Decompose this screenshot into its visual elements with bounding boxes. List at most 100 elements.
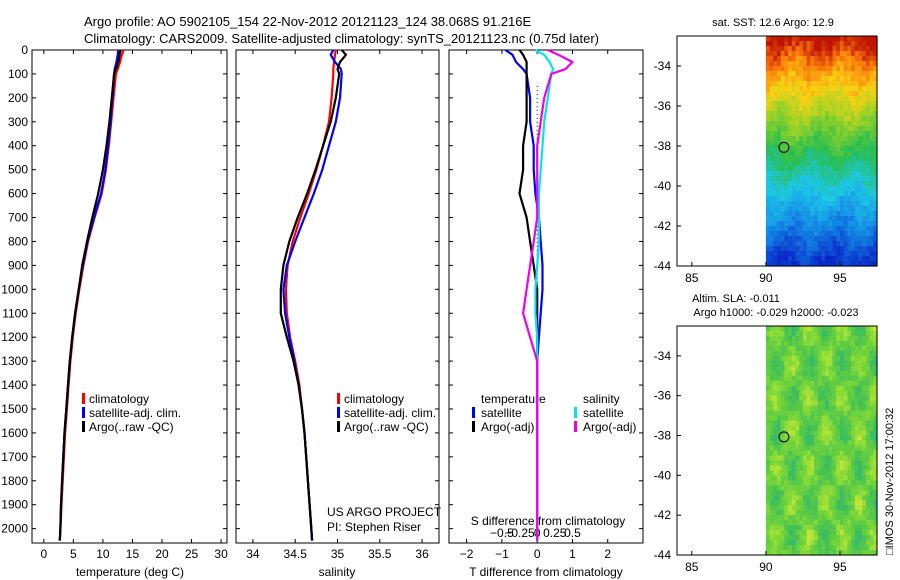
- heatmap-cell: [769, 126, 774, 132]
- series-line-argo-raw-qc-: [58, 49, 122, 541]
- heatmap-cell: [817, 530, 823, 536]
- heatmap-cell: [836, 116, 841, 122]
- heatmap-cell: [817, 176, 823, 182]
- heatmap-cell: [869, 545, 874, 551]
- heatmap-cell: [828, 191, 834, 197]
- heatmap-cell: [854, 345, 860, 352]
- heatmap-cell: [869, 126, 874, 132]
- heatmap-cell: [769, 326, 774, 332]
- heatmap-cell: [865, 146, 871, 152]
- heatmap-cell: [791, 455, 797, 462]
- heatmap-cell: [780, 350, 785, 357]
- heatmap-cell: [788, 415, 793, 422]
- heatmap-cell: [791, 236, 797, 242]
- heatmap-cell: [873, 51, 878, 57]
- heatmap-cell: [873, 86, 878, 92]
- heatmap-cell: [802, 206, 808, 212]
- heatmap-cell: [799, 176, 804, 182]
- heatmap-cell: [769, 535, 774, 541]
- heatmap-cell: [869, 136, 874, 142]
- heatmap-cell: [777, 330, 782, 337]
- heatmap-cell: [862, 380, 867, 387]
- heatmap-cell: [788, 445, 793, 452]
- heatmap-cell: [862, 485, 867, 491]
- heatmap-cell: [851, 385, 856, 392]
- heatmap-cell: [817, 540, 823, 546]
- heatmap-cell: [802, 151, 808, 157]
- heatmap-cell: [802, 530, 808, 536]
- s-tick-label: 0.5: [564, 526, 581, 540]
- heatmap-cell: [799, 326, 804, 332]
- heatmap-cell: [814, 236, 819, 242]
- heatmap-cell: [773, 46, 778, 52]
- heatmap-cell: [858, 450, 863, 457]
- heatmap-cell: [851, 176, 856, 182]
- heatmap-cell: [765, 500, 771, 506]
- heatmap-cell: [810, 380, 815, 387]
- heatmap-cell: [806, 36, 811, 42]
- heatmap-cell: [791, 375, 797, 382]
- heatmap-cell: [810, 46, 815, 52]
- heatmap-cell: [810, 161, 815, 167]
- heatmap-cell: [769, 51, 774, 57]
- heatmap-cell: [839, 385, 845, 392]
- heatmap-cell: [839, 445, 845, 452]
- heatmap-cell: [765, 515, 771, 521]
- legend-header-temperature: temperature: [481, 392, 546, 406]
- heatmap-cell: [795, 196, 800, 202]
- heatmap-cell: [806, 246, 811, 252]
- heatmap-cell: [854, 81, 860, 87]
- heatmap-cell: [873, 91, 878, 97]
- heatmap-cell: [806, 106, 811, 112]
- heatmap-cell: [817, 475, 823, 481]
- heatmap-cell: [836, 91, 841, 97]
- heatmap-cell: [862, 445, 867, 452]
- heatmap-cell: [780, 515, 785, 521]
- heatmap-cell: [769, 495, 774, 501]
- heatmap-cell: [791, 480, 797, 486]
- heatmap-cell: [843, 246, 848, 252]
- heatmap-cell: [832, 231, 837, 237]
- heatmap-cell: [817, 101, 823, 107]
- heatmap-cell: [814, 370, 819, 377]
- heatmap-cell: [825, 440, 830, 447]
- heatmap-cell: [817, 365, 823, 372]
- heatmap-cell: [847, 450, 852, 457]
- heatmap-cell: [862, 326, 867, 332]
- heatmap-cell: [839, 540, 845, 546]
- heatmap-cell: [765, 365, 771, 372]
- heatmap-cell: [873, 181, 878, 187]
- heatmap-cell: [821, 435, 826, 442]
- heatmap-cell: [873, 395, 878, 402]
- heatmap-cell: [810, 450, 815, 457]
- heatmap-cell: [828, 545, 834, 551]
- heatmap-cell: [799, 66, 804, 72]
- heatmap-cell: [791, 505, 797, 511]
- heatmap-cell: [854, 56, 860, 62]
- heatmap-cell: [769, 525, 774, 531]
- heatmap-cell: [821, 375, 826, 382]
- heatmap-cell: [821, 350, 826, 357]
- heatmap-cell: [825, 360, 830, 367]
- heatmap-cell: [828, 111, 834, 117]
- heatmap-cell: [836, 196, 841, 202]
- heatmap-cell: [806, 400, 811, 407]
- heatmap-cell: [873, 420, 878, 427]
- heatmap-cell: [780, 226, 785, 232]
- heatmap-cell: [825, 495, 830, 501]
- heatmap-cell: [802, 261, 808, 267]
- heatmap-cell: [862, 490, 867, 496]
- heatmap-cell: [851, 450, 856, 457]
- heatmap-cell: [802, 495, 808, 501]
- heatmap-cell: [799, 151, 804, 157]
- heatmap-cell: [765, 350, 771, 357]
- heatmap-cell: [854, 221, 860, 227]
- heatmap-cell: [832, 425, 837, 432]
- heatmap-cell: [858, 375, 863, 382]
- heatmap-cell: [769, 465, 774, 471]
- heatmap-cell: [810, 216, 815, 222]
- heatmap-cell: [854, 340, 860, 347]
- heatmap-cell: [810, 236, 815, 242]
- heatmap-cell: [784, 141, 789, 147]
- heatmap-cell: [862, 176, 867, 182]
